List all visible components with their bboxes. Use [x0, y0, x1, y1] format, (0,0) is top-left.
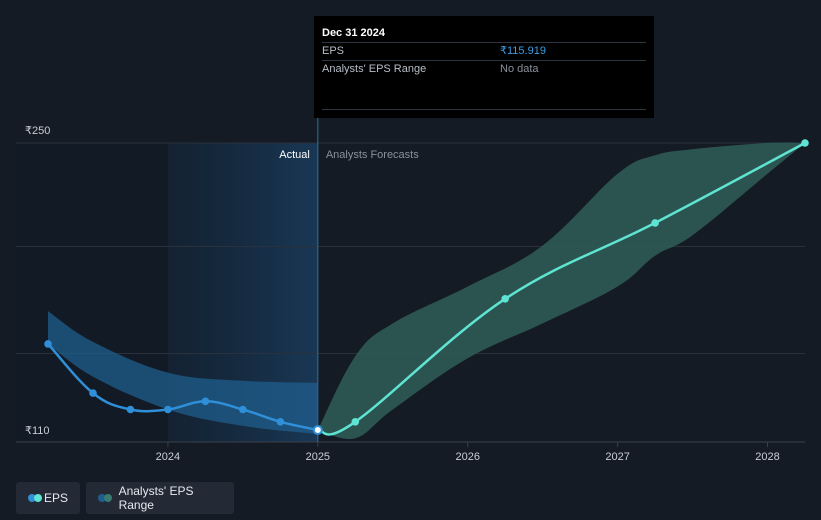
- eps-point-actual-5: [239, 405, 247, 414]
- legend-eps-label: EPS: [43, 491, 68, 505]
- x-tick-label-2028: 2028: [755, 451, 779, 463]
- tooltip-divider: [322, 109, 646, 110]
- eps-point-forecast-2: [501, 295, 509, 303]
- x-tick-label-2024: 2024: [156, 451, 180, 463]
- hover-tooltip: Dec 31 2024 EPS ₹115.919 Analysts' EPS R…: [314, 16, 654, 118]
- eps-range-band-actual: [48, 311, 318, 435]
- eps-point-forecast-3: [651, 219, 659, 227]
- eps-point-actual-6: [276, 418, 285, 426]
- x-tick-label-2026: 2026: [455, 451, 479, 463]
- eps-point-actual-2: [126, 405, 135, 414]
- x-tick-label-2027: 2027: [605, 451, 629, 463]
- eps-point-hovered: [312, 425, 323, 435]
- tooltip-date: Dec 31 2024: [322, 27, 385, 39]
- y-label-top: ₹250: [25, 125, 50, 137]
- legend-range-swatch: [98, 493, 113, 503]
- tooltip-range-label: Analysts' EPS Range: [322, 63, 427, 75]
- legend-eps-swatch: [28, 493, 42, 503]
- legend-range-label: Analysts' EPS Range: [118, 484, 194, 512]
- tooltip-row-range: Analysts' EPS Range No data: [322, 60, 646, 78]
- eps-point-actual-3: [164, 405, 172, 414]
- eps-point-actual-1: [89, 389, 97, 397]
- legend-item-eps[interactable]: EPS: [16, 482, 80, 514]
- eps-point-forecast-4: [801, 139, 809, 147]
- tooltip-eps-label: EPS: [322, 45, 345, 57]
- tooltip-row-eps: EPS ₹115.919: [322, 42, 646, 60]
- eps-range-band-forecast: [317, 142, 805, 439]
- eps-point-actual-4: [201, 397, 210, 406]
- forecast-section-label: Analysts Forecasts: [326, 149, 419, 161]
- y-label-bottom: ₹110: [25, 425, 50, 437]
- legend-item-range[interactable]: Analysts' EPS Range: [86, 482, 234, 514]
- tooltip-eps-value: ₹115.919: [500, 45, 546, 57]
- x-tick-label-2025: 2025: [306, 451, 330, 463]
- eps-point-forecast-1: [351, 418, 360, 426]
- tooltip-range-value: No data: [500, 63, 539, 75]
- actual-section-label: Actual: [279, 149, 310, 161]
- eps-point-actual-0: [44, 340, 52, 348]
